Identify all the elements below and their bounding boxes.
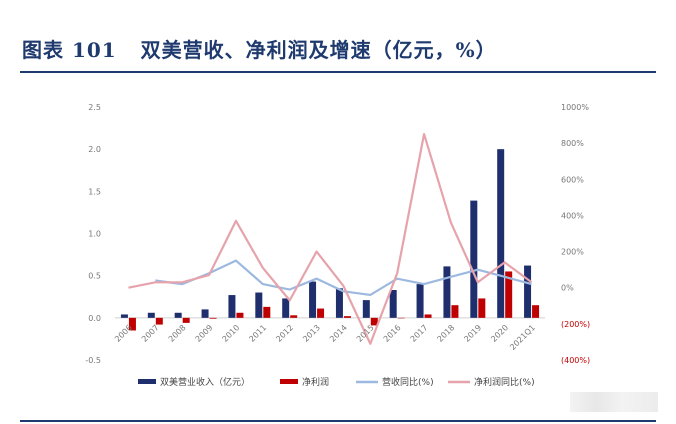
revenue-bar: [120, 314, 128, 318]
watermark-blur: [570, 392, 658, 412]
x-tick-label: 2010: [221, 323, 242, 344]
revenue-bar: [497, 149, 505, 318]
left-tick-label: -0.5: [85, 356, 101, 365]
line-series: [128, 133, 533, 345]
revenue-bar: [228, 295, 236, 318]
profit-bar: [209, 317, 217, 319]
right-axis-ticks: 1000% 800% 600% 400% 200% 0% (200%) (400%): [561, 103, 590, 365]
left-tick-label: 2.0: [88, 145, 101, 154]
revenue-bar: [362, 300, 370, 318]
left-tick-label: 1.0: [88, 230, 101, 239]
revenue-bar: [443, 266, 451, 318]
x-tick-label: 2019: [462, 323, 483, 344]
x-tick-label: 2007: [140, 323, 161, 344]
profit-bar: [263, 306, 271, 318]
figure-title: 图表 101 双美营收、净利润及增速（亿元，%）: [22, 34, 497, 63]
revenue-bar: [524, 265, 532, 318]
revenue-growth-line: [155, 259, 532, 297]
right-tick-label: (400%): [561, 356, 590, 365]
profit-bar: [451, 305, 459, 318]
left-tick-label: 1.5: [88, 187, 101, 196]
legend-swatch: [280, 379, 298, 384]
legend-swatch: [138, 379, 156, 384]
legend-label: 双美营业收入（亿元）: [160, 376, 250, 388]
profit-bar: [424, 314, 432, 318]
legend-label: 净利润同比(%): [474, 376, 535, 388]
left-axis-ticks: 2.5 2.0 1.5 1.0 0.5 0.0 -0.5: [85, 103, 101, 365]
right-tick-label: (200%): [561, 320, 590, 329]
legend: 双美营业收入（亿元） 净利润 营收同比(%) 净利润同比(%): [138, 376, 535, 388]
x-tick-label: 2012: [274, 323, 295, 344]
x-tick-label: 2013: [301, 323, 322, 344]
x-tick-label: 2018: [436, 323, 457, 344]
profit-bar: [370, 317, 378, 326]
profit-growth-line: [128, 133, 533, 345]
right-tick-label: 400%: [561, 211, 584, 220]
x-tick-label: 2008: [167, 323, 188, 344]
legend-label: 净利润: [302, 376, 329, 388]
profit-bar: [317, 308, 325, 318]
left-tick-label: 0.0: [88, 314, 101, 323]
revenue-bar: [174, 312, 182, 318]
profit-bar: [343, 316, 351, 318]
profit-bar: [505, 271, 513, 318]
revenue-bar: [147, 312, 155, 318]
x-tick-label: 2020: [489, 323, 510, 344]
revenue-bar: [309, 281, 317, 318]
x-tick-label: 2014: [328, 323, 349, 344]
x-tick-label: 2011: [247, 323, 268, 344]
revenue-bar: [470, 200, 478, 318]
revenue-bar: [416, 284, 424, 318]
profit-bar: [532, 305, 540, 318]
x-tick-label: 2016: [382, 323, 403, 344]
right-tick-label: 200%: [561, 248, 584, 257]
profit-bar: [397, 317, 405, 319]
right-tick-label: 0%: [561, 284, 574, 293]
right-tick-label: 800%: [561, 139, 584, 148]
bottom-rule: [20, 420, 656, 422]
profit-bar: [182, 317, 190, 323]
x-axis-ticks: 2006 2007 2008 2009 2010 2011 2012 2013 2014 2015…: [113, 323, 537, 352]
legend-label: 营收同比(%): [382, 376, 434, 388]
revenue-bar: [389, 290, 397, 318]
figure-title-text: 双美营收、净利润及增速（亿元，%）: [140, 38, 497, 62]
profit-bar: [478, 298, 486, 318]
revenue-bar: [255, 292, 263, 318]
left-tick-label: 0.5: [88, 272, 101, 281]
profit-bar: [290, 315, 298, 318]
figure-label: 图表 101: [22, 38, 117, 62]
x-tick-label: 2021Q1: [508, 323, 537, 352]
profit-bar: [236, 312, 244, 318]
right-tick-label: 600%: [561, 175, 584, 184]
bar-series: [120, 149, 540, 331]
right-tick-label: 1000%: [561, 103, 589, 112]
x-tick-label: 2009: [194, 323, 215, 344]
revenue-bar: [335, 288, 343, 318]
left-tick-label: 2.5: [88, 103, 101, 112]
profit-bar: [155, 317, 163, 325]
profit-bar: [128, 317, 136, 331]
title-rule: [20, 71, 656, 73]
revenue-bar: [282, 298, 290, 318]
revenue-bar: [201, 309, 209, 318]
x-tick-label: 2017: [409, 323, 430, 344]
